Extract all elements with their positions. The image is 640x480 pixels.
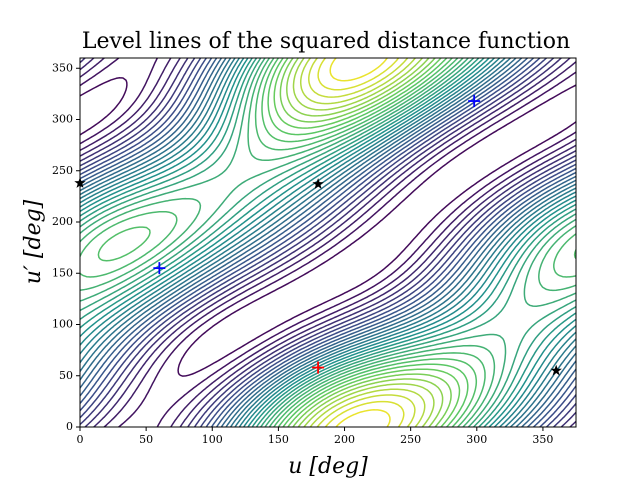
level-line [286,58,444,427]
y-tick-label: 100 [52,318,73,331]
level-line [80,76,576,377]
level-line [80,58,576,427]
plus-marker [312,361,325,374]
level-line [80,58,576,427]
plus-marker [468,95,481,108]
level-line [80,58,576,427]
level-line [80,58,576,427]
level-line [80,58,576,427]
x-tick-label: 250 [400,433,421,446]
y-tick-label: 250 [52,164,73,177]
x-tick-label: 100 [202,433,223,446]
y-axis-label: u′ [deg] [21,199,46,284]
chart-title: Level lines of the squared distance func… [82,29,570,54]
level-line [279,58,452,427]
y-tick-label: 200 [52,215,73,228]
level-line [80,58,576,427]
x-tick-label: 150 [268,433,289,446]
y-tick-label: 50 [59,369,73,382]
level-line [80,58,576,427]
level-line [299,58,426,427]
plus-marker [153,262,166,275]
level-line [80,58,576,427]
y-tick-label: 0 [66,420,73,433]
level-line [80,58,576,427]
level-line [80,58,576,427]
y-tick-label: 350 [52,61,73,74]
level-line [80,58,576,427]
star-marker [312,178,324,189]
x-tick-label: 300 [466,433,487,446]
x-axis-label: u [deg] [288,454,368,479]
x-tick-label: 0 [77,433,84,446]
contour-lines [80,58,576,427]
x-tick-label: 350 [532,433,553,446]
star-marker [550,364,562,376]
level-line [97,58,576,427]
level-line [292,58,435,427]
y-tick-label: 150 [52,266,73,279]
level-line [267,58,469,427]
plot-frame [79,57,577,428]
x-tick-label: 200 [334,433,355,446]
level-line [80,58,576,427]
level-line [80,58,576,427]
level-line [80,58,576,427]
x-tick-label: 50 [139,433,153,446]
level-line [329,58,391,427]
y-tick-label: 300 [52,113,73,126]
level-line [80,58,576,427]
level-line [80,58,576,427]
level-line [80,58,576,427]
level-line [317,58,405,427]
